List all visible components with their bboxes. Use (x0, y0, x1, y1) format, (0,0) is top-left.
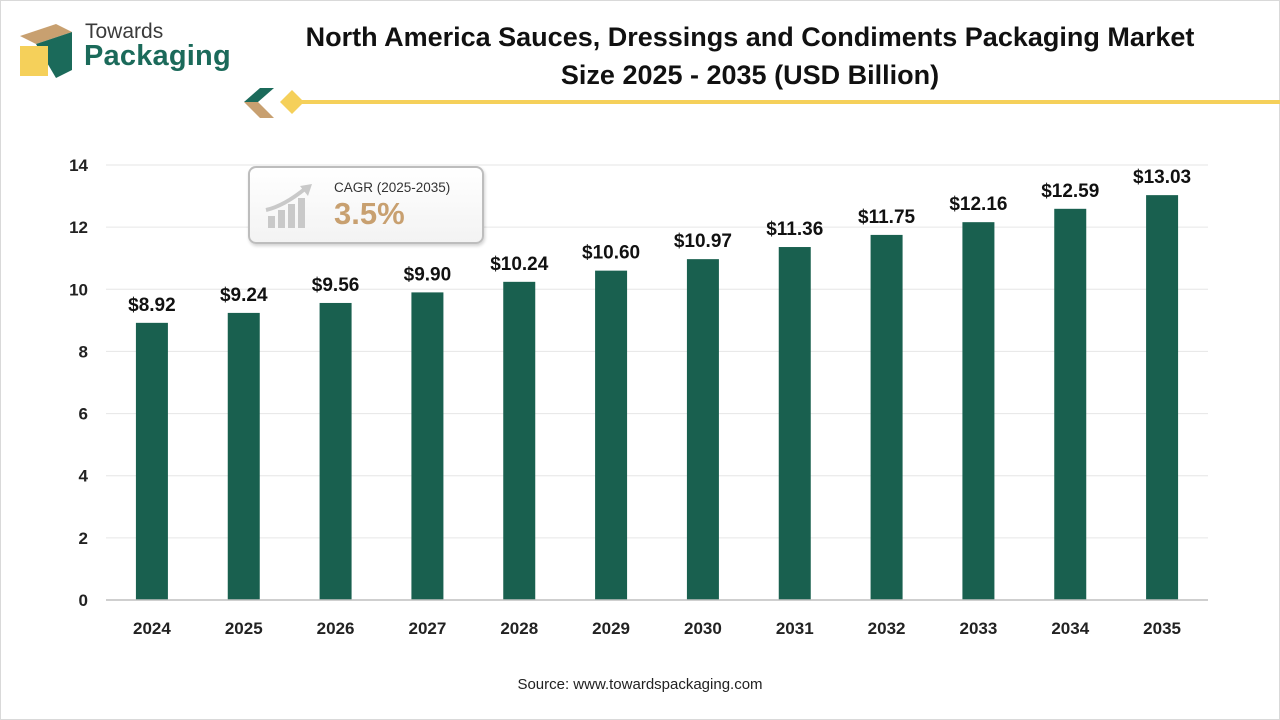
package-box-icon (20, 24, 72, 78)
bar-2034 (1054, 208, 1087, 600)
bars (135, 195, 1179, 601)
data-label-2030: $10.97 (674, 231, 732, 252)
x-tick-label-2032: 2032 (868, 619, 906, 638)
x-tick-label-2031: 2031 (776, 619, 814, 638)
x-tick-label-2026: 2026 (317, 619, 355, 638)
data-label-2031: $11.36 (766, 219, 823, 240)
y-axis-ticks: 0 2 4 6 8 10 12 14 (69, 156, 88, 610)
data-label-2033: $12.16 (949, 194, 1007, 215)
y-tick-label: 12 (69, 218, 88, 237)
chart-title-line1: North America Sauces, Dressings and Cond… (305, 22, 1195, 52)
chart-title-line2: Size 2025 - 2035 (USD Billion) (560, 60, 940, 90)
x-tick-label-2025: 2025 (225, 619, 263, 638)
x-tick-label-2024: 2024 (133, 619, 171, 638)
title-divider (244, 88, 1280, 118)
bar-2028 (503, 281, 536, 600)
data-label-2027: $9.90 (404, 264, 452, 285)
bar-2027 (411, 292, 444, 600)
x-tick-label-2027: 2027 (409, 619, 447, 638)
cagr-label: CAGR (2025-2035) (334, 180, 451, 195)
bar-2029 (595, 270, 628, 600)
x-tick-label-2030: 2030 (684, 619, 722, 638)
y-tick-label: 6 (79, 405, 88, 424)
x-tick-label-2035: 2035 (1143, 619, 1181, 638)
bar-2024 (135, 322, 168, 600)
y-tick-label: 4 (79, 467, 89, 486)
towards-packaging-logo: Towards Packaging (18, 20, 258, 84)
cagr-callout: CAGR (2025-2035) 3.5% (248, 166, 484, 244)
bar-2026 (319, 302, 352, 600)
logo-text-packaging: Packaging (84, 40, 231, 72)
data-label-2026: $9.56 (312, 275, 360, 296)
data-label-2032: $11.75 (858, 207, 915, 228)
y-tick-label: 0 (79, 591, 88, 610)
y-tick-label: 10 (69, 280, 88, 299)
x-tick-label-2028: 2028 (500, 619, 538, 638)
x-tick-label-2029: 2029 (592, 619, 630, 638)
chart-title: North America Sauces, Dressings and Cond… (260, 18, 1240, 94)
source-note: Source: www.towardspackaging.com (517, 676, 763, 693)
y-tick-label: 14 (69, 156, 88, 175)
data-label-2029: $10.60 (582, 243, 640, 264)
y-tick-label: 2 (79, 529, 88, 548)
data-label-2035: $13.03 (1133, 167, 1191, 188)
data-labels: $8.92 $9.24 $9.56 $9.90 $10.24 $10.60 $10.97 $1… (128, 167, 1191, 316)
bar-2033 (962, 222, 995, 600)
growth-chart-arrow-icon (265, 184, 312, 228)
bar-2035 (1146, 195, 1179, 600)
x-tick-label-2034: 2034 (1051, 619, 1089, 638)
cagr-value: 3.5% (334, 196, 405, 231)
data-label-2028: $10.24 (490, 254, 549, 275)
data-label-2034: $12.59 (1041, 181, 1099, 202)
bar-2032 (870, 234, 903, 601)
x-tick-label-2033: 2033 (960, 619, 998, 638)
logo-text-towards: Towards (85, 20, 164, 43)
x-axis-ticks: 2024 2025 2026 2027 2028 2029 2030 2031 2032 2033… (133, 619, 1181, 638)
data-label-2025: $9.24 (220, 285, 268, 306)
bar-2031 (778, 247, 811, 600)
data-label-2024: $8.92 (128, 295, 176, 316)
bar-2030 (686, 259, 719, 600)
y-tick-label: 8 (79, 342, 88, 361)
bar-2025 (227, 312, 260, 600)
